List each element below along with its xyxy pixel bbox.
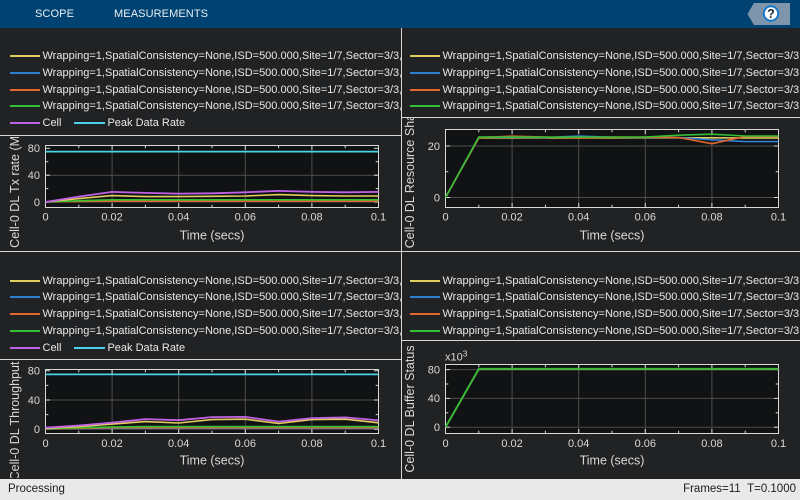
svg-text:Time (secs): Time (secs) — [180, 229, 245, 243]
svg-text:Cell-0 DL Resource Share: Cell-0 DL Resource Share — [403, 103, 417, 248]
svg-text:0: 0 — [434, 192, 440, 204]
svg-text:0.1: 0.1 — [771, 212, 786, 224]
svg-text:0.04: 0.04 — [168, 212, 189, 224]
svg-text:0.06: 0.06 — [235, 438, 256, 450]
svg-text:0.06: 0.06 — [635, 212, 656, 224]
svg-text:Time (secs): Time (secs) — [580, 454, 645, 468]
svg-text:80: 80 — [28, 143, 40, 155]
svg-text:0: 0 — [42, 438, 48, 450]
svg-text:0.1: 0.1 — [371, 438, 386, 450]
svg-text:0.02: 0.02 — [101, 212, 122, 224]
svg-text:0.1: 0.1 — [371, 212, 386, 224]
svg-text:Cell-0 DL Tx rate (Mb/s): Cell-0 DL Tx rate (Mb/s) — [8, 115, 22, 248]
svg-text:0.02: 0.02 — [501, 438, 522, 450]
svg-text:40: 40 — [28, 395, 40, 407]
svg-text:0.02: 0.02 — [501, 212, 522, 224]
svg-text:0.04: 0.04 — [568, 438, 589, 450]
svg-text:0.06: 0.06 — [235, 212, 256, 224]
svg-text:0.08: 0.08 — [301, 438, 322, 450]
svg-text:x103: x103 — [445, 349, 468, 364]
svg-text:Cell-0 DL Buffer Status: Cell-0 DL Buffer Status — [403, 345, 417, 472]
svg-text:80: 80 — [428, 364, 440, 376]
svg-text:0.04: 0.04 — [568, 212, 589, 224]
svg-text:20: 20 — [428, 141, 440, 153]
svg-text:Time (secs): Time (secs) — [580, 229, 645, 243]
svg-text:0.08: 0.08 — [701, 212, 722, 224]
svg-text:0.04: 0.04 — [168, 438, 189, 450]
svg-text:80: 80 — [28, 366, 40, 378]
svg-text:0.08: 0.08 — [701, 438, 722, 450]
svg-text:0: 0 — [442, 438, 448, 450]
svg-text:?: ? — [767, 7, 775, 21]
svg-text:40: 40 — [28, 170, 40, 182]
svg-text:0.1: 0.1 — [771, 438, 786, 450]
svg-text:0: 0 — [442, 212, 448, 224]
svg-text:0.06: 0.06 — [635, 438, 656, 450]
svg-text:0.02: 0.02 — [101, 438, 122, 450]
svg-text:0: 0 — [34, 424, 40, 436]
svg-text:Time (secs): Time (secs) — [180, 454, 245, 468]
svg-text:40: 40 — [428, 393, 440, 405]
svg-text:Cell-0 DL Throughput: Cell-0 DL Throughput — [8, 361, 22, 480]
svg-text:0: 0 — [42, 212, 48, 224]
svg-text:0: 0 — [34, 197, 40, 209]
svg-text:0: 0 — [434, 422, 440, 434]
svg-text:0.08: 0.08 — [301, 212, 322, 224]
